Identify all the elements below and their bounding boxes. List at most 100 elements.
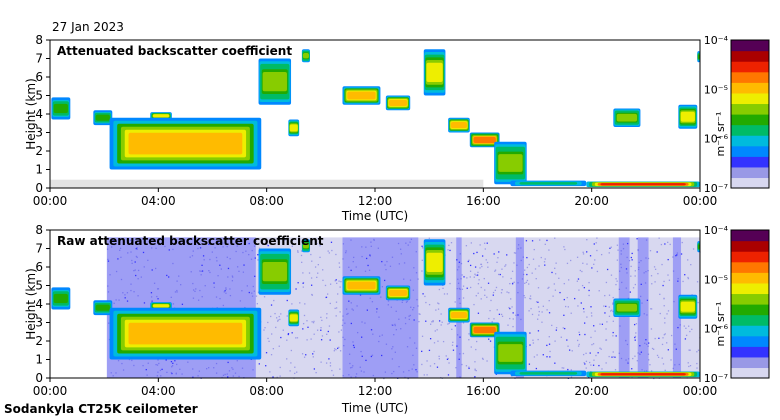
noise-speck — [313, 320, 315, 323]
noise-speck — [628, 259, 631, 262]
noise-speck — [200, 274, 202, 276]
noise-speck — [588, 281, 590, 284]
y-axis-label: Height (km) — [24, 268, 38, 339]
noise-speck — [270, 354, 273, 356]
noise-speck — [406, 300, 408, 303]
noise-speck — [544, 243, 546, 246]
noise-speck — [179, 368, 181, 370]
noise-speck — [341, 324, 344, 327]
noise-speck — [583, 286, 586, 289]
date-label: 27 Jan 2023 — [52, 20, 124, 34]
noise-speck — [626, 343, 629, 346]
noise-speck — [658, 237, 660, 239]
noise-speck — [566, 262, 569, 265]
noise-speck — [391, 348, 393, 350]
noise-speck — [470, 242, 472, 244]
noise-speck — [480, 298, 482, 300]
noise-speck — [393, 334, 395, 336]
noise-speck — [588, 294, 590, 297]
noise-speck — [531, 272, 533, 274]
noise-speck — [654, 337, 656, 340]
noise-speck — [468, 339, 470, 341]
noise-speck — [684, 274, 686, 276]
noise-speck — [608, 294, 611, 296]
noise-speck — [584, 322, 586, 324]
noise-speck — [613, 356, 615, 358]
y-tick-label: 0 — [35, 371, 43, 385]
noise-speck — [421, 350, 423, 353]
noise-speck — [126, 300, 129, 302]
noise-speck — [555, 262, 557, 264]
colorbar-tick-label: 10⁻⁶ — [704, 133, 729, 146]
colorbar-tick-label: 10⁻⁴ — [704, 34, 729, 47]
noise-speck — [397, 242, 400, 245]
noise-speck — [570, 259, 572, 262]
noise-speck — [301, 261, 303, 264]
cloud-feature-layer-0400 — [150, 302, 172, 310]
noise-speck — [225, 288, 227, 291]
noise-speck — [463, 276, 465, 278]
noise-speck — [438, 288, 441, 291]
noise-speck — [365, 246, 367, 248]
noise-speck — [517, 244, 520, 246]
noise-speck — [384, 371, 387, 373]
cloud-feature-low-1800 — [510, 370, 587, 377]
noise-speck — [582, 253, 585, 255]
noise-speck — [631, 259, 633, 261]
noise-speck — [107, 260, 110, 262]
noise-speck — [286, 358, 288, 360]
noise-speck — [679, 324, 681, 326]
noise-speck — [272, 376, 274, 378]
noise-speck — [181, 303, 184, 305]
noise-speck — [156, 295, 158, 298]
noise-speck — [219, 297, 221, 300]
noise-speck — [223, 291, 225, 293]
noise-speck — [443, 293, 446, 295]
noise-speck — [520, 318, 522, 321]
noise-speck — [689, 349, 691, 351]
noise-speck — [239, 300, 242, 302]
noise-speck — [522, 256, 524, 258]
noise-speck — [134, 261, 136, 263]
noise-speck — [542, 354, 544, 356]
noise-speck — [660, 243, 663, 246]
noise-speck — [483, 277, 485, 280]
noise-speck — [634, 336, 636, 339]
noise-speck — [209, 271, 211, 274]
noise-speck — [229, 258, 231, 260]
noise-speck — [208, 367, 210, 369]
noise-speck — [325, 296, 327, 299]
noise-speck — [423, 374, 425, 376]
noise-speck — [199, 247, 202, 249]
noise-speck — [696, 362, 698, 365]
noise-speck — [416, 299, 418, 301]
noise-speck — [529, 332, 531, 334]
noise-speck — [317, 272, 319, 274]
noise-speck — [340, 280, 342, 283]
noise-speck — [537, 318, 539, 320]
noise-speck — [517, 282, 519, 284]
noise-speck — [570, 369, 572, 371]
noise-speck — [696, 367, 698, 369]
noise-speck — [263, 296, 266, 298]
noise-speck — [287, 333, 289, 336]
noise-speck — [350, 376, 352, 378]
noise-speck — [133, 269, 135, 272]
noise-speck — [236, 360, 238, 362]
cloud-band — [302, 53, 309, 59]
noise-speck — [338, 266, 341, 268]
noise-speck — [605, 362, 607, 364]
noise-speck — [171, 366, 173, 368]
noise-speck — [462, 352, 465, 355]
noise-speck — [290, 349, 293, 352]
noise-speck — [696, 281, 699, 283]
noise-speck — [560, 336, 562, 338]
noise-speck — [663, 334, 665, 336]
noise-speck — [353, 256, 355, 259]
noise-speck — [460, 262, 463, 265]
noise-speck — [171, 372, 173, 375]
noise-speck — [634, 355, 636, 357]
noise-speck — [130, 283, 132, 285]
noise-speck — [600, 348, 602, 350]
cloud-feature-early-layer — [51, 97, 71, 120]
